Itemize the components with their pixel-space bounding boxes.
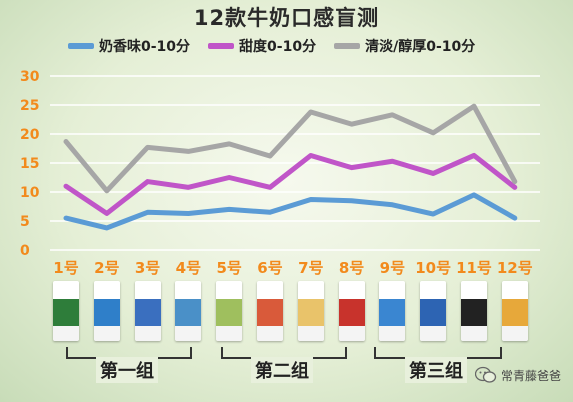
x-tick-label: 3号 [134, 259, 161, 277]
milk-carton-10 [420, 281, 447, 341]
data-point [186, 149, 190, 153]
legend-item-aroma: 奶香味0-10分 [68, 36, 190, 56]
data-point [513, 216, 517, 220]
data-point [105, 189, 109, 193]
data-point [64, 216, 68, 220]
data-point [186, 185, 190, 189]
milk-carton-8 [338, 281, 365, 341]
data-point [513, 185, 517, 189]
y-tick-label: 25 [20, 98, 39, 114]
data-point [227, 142, 231, 146]
milk-carton-6 [257, 281, 283, 341]
series-line-2 [63, 152, 518, 216]
x-tick-label: 4号 [175, 259, 202, 277]
watermark-text: 常青藤爸爸 [500, 368, 561, 383]
group-label-2: 第二组 [251, 357, 313, 383]
milk-carton-5 [216, 281, 243, 341]
legend-swatch-aroma [68, 43, 94, 49]
data-point [309, 153, 313, 157]
milk-carton-11 [461, 281, 487, 341]
y-tick-label: 0 [20, 243, 30, 259]
legend-label-aroma: 奶香味0-10分 [99, 39, 191, 55]
data-point [513, 180, 517, 184]
data-point [105, 226, 109, 230]
chart-title: 12款牛奶口感盲测 [193, 6, 380, 30]
watermark: 常青藤爸爸 [474, 366, 561, 384]
data-point [227, 207, 231, 211]
data-point [64, 184, 68, 188]
data-point [186, 211, 190, 215]
legend-item-sweetness: 甜度0-10分 [208, 36, 316, 56]
milk-carton-12 [501, 281, 528, 341]
data-point [268, 210, 272, 214]
x-tick-label: 7号 [298, 259, 324, 277]
legend-label-sweetness: 甜度0-10分 [239, 39, 317, 55]
milk-carton-9 [379, 281, 406, 341]
data-point [390, 113, 394, 117]
x-tick-label: 2号 [94, 259, 120, 277]
data-point [472, 193, 476, 197]
y-tick-label: 15 [20, 156, 39, 172]
data-point [146, 180, 150, 184]
wechat-icon [474, 366, 497, 383]
data-point [431, 131, 435, 135]
data-point [350, 166, 354, 170]
data-point [472, 104, 476, 108]
y-tick-label: 10 [20, 185, 40, 201]
data-point [350, 122, 354, 126]
x-tick-label: 12号 [496, 259, 533, 277]
milk-carton-3 [134, 281, 161, 341]
legend-swatch-sweetness [208, 43, 235, 49]
data-point [146, 145, 150, 149]
data-point [309, 198, 313, 202]
x-tick-label: 1号 [53, 259, 79, 277]
y-tick-label: 30 [20, 69, 40, 85]
milk-carton-7 [297, 281, 324, 341]
legend: 奶香味0-10分 甜度0-10分 清淡/醇厚0-10分 [68, 36, 475, 56]
x-tick-label: 10号 [415, 259, 452, 277]
data-point [268, 185, 272, 189]
x-tick-label: 8号 [338, 259, 365, 277]
legend-swatch-richness [334, 43, 361, 49]
milk-carton-1 [53, 281, 79, 341]
legend-item-richness: 清淡/醇厚0-10分 [334, 36, 475, 56]
milk-carton-4 [175, 281, 202, 341]
x-tick-label: 11号 [456, 259, 492, 277]
y-tick-label: 20 [20, 127, 40, 143]
group-label-3: 第三组 [405, 357, 467, 383]
data-point [146, 210, 150, 214]
data-point [431, 171, 435, 175]
data-point [309, 110, 313, 114]
data-point [64, 140, 68, 144]
data-point [390, 203, 394, 207]
data-point [227, 176, 231, 179]
legend-label-richness: 清淡/醇厚0-10分 [365, 39, 476, 55]
milk-carton-2 [93, 281, 120, 341]
series-line-1 [63, 192, 518, 231]
data-point [390, 159, 394, 163]
series-line-3 [63, 103, 518, 194]
data-point [472, 153, 476, 157]
x-tick-label: 5号 [216, 259, 242, 277]
data-point [431, 212, 435, 216]
x-tick-label: 9号 [379, 259, 406, 277]
y-tick-label: 5 [20, 214, 30, 230]
x-tick-label: 6号 [257, 259, 283, 277]
data-point [350, 199, 354, 203]
group-label-1: 第一组 [96, 357, 158, 383]
data-point [268, 154, 272, 158]
data-point [105, 211, 109, 215]
